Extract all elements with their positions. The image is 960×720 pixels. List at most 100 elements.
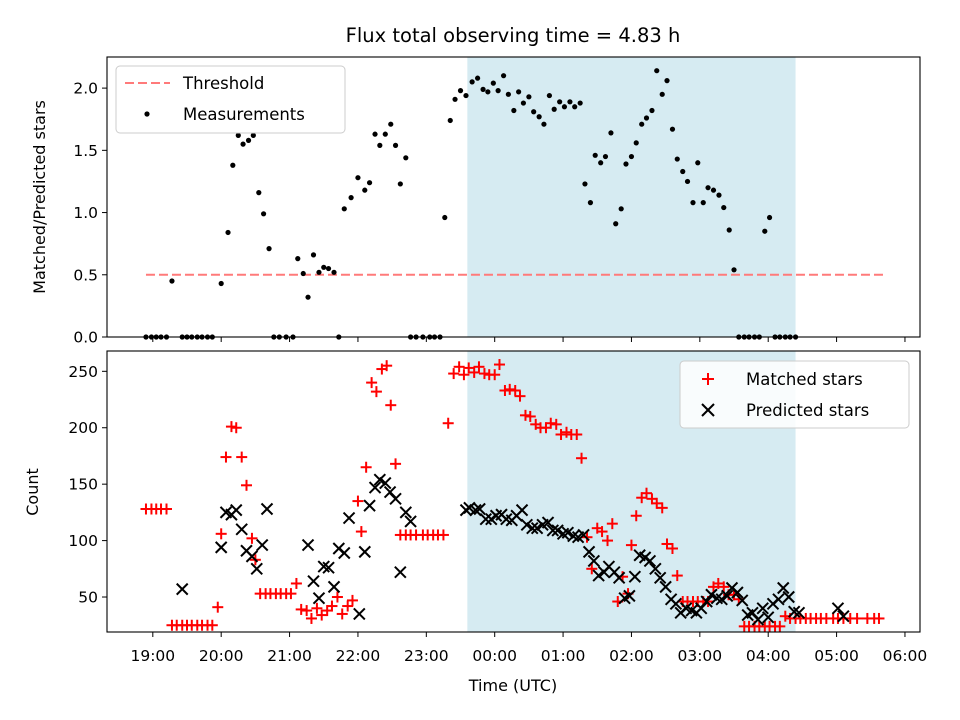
measurements-point [557,99,563,105]
measurements-point [690,200,696,206]
matched-stars-point [301,605,313,617]
predicted-stars-point [731,586,744,599]
predicted-stars-point [530,521,544,535]
x-tick-label: 19:00 [130,647,175,665]
predicted-stars-point [831,602,845,615]
measurements-point [341,206,347,212]
measurements-point [316,269,322,275]
x-tick-label: 03:00 [677,647,722,665]
predicted-stars-point [473,502,486,516]
predicted-stars-point [653,571,667,585]
measurements-point [480,86,486,92]
predicted-stars-point [546,524,560,537]
predicted-stars-point [551,524,564,537]
predicted-stars-point [700,595,713,608]
matched-stars-point [160,503,172,515]
measurements-point [355,175,361,181]
matched-stars-point [366,377,378,389]
matched-stars-point [671,570,683,582]
matched-stars-point [240,479,252,491]
y-tick-label: 0.5 [73,266,98,284]
predicted-stars-point [751,613,765,626]
predicted-stars-point [792,606,806,620]
matched-stars-point [442,417,454,429]
matched-stars-point [560,426,572,438]
predicted-stars-point [649,562,662,576]
predicted-stars-point [561,526,575,539]
predicted-stars-point [515,503,529,517]
matched-stars-point [602,535,614,547]
observing-window-span-top [467,57,796,337]
measurements-point [372,131,378,137]
matched-stars-point [236,451,248,463]
predicted-stars-point [301,538,315,552]
top-legend: Threshold Measurements [115,65,346,134]
predicted-stars-point [582,545,596,559]
matched-stars-point [326,600,338,612]
measurements-point [654,68,660,74]
matched-stars-point [571,429,583,441]
predicted-stars-point [669,597,683,610]
measurements-point [495,88,501,94]
legend-measurements-swatch [144,111,150,117]
predicted-stars-point [389,492,402,506]
legend-measurements-label: Measurements [183,105,305,124]
measurements-point [169,278,175,284]
predicted-stars-point [342,511,356,525]
y-tick-label: 150 [68,476,98,494]
measurements-point [240,141,246,147]
measurements-point [731,267,737,273]
measurements-point [618,206,624,212]
measurements-point [382,131,388,137]
predicted-stars-point [715,593,728,606]
y-tick-label: 1.5 [73,142,98,160]
matched-stars-point [206,619,218,631]
measurements-point [256,190,262,196]
bottom-y-axis-label: Count [23,468,42,516]
measurements-point [710,187,717,193]
matched-stars-point [596,526,608,538]
bottom-y-ticks: 50 100 150 200 250 [68,363,107,607]
predicted-stars-point [404,515,417,528]
top-y-axis-label: Matched/Predicted stars [30,100,49,294]
predicted-stars-point [469,503,482,517]
predicted-stars-point [526,521,539,535]
predicted-stars-point [720,589,734,603]
matched-stars-point [524,410,536,422]
measurements-point [572,104,578,110]
matched-stars-point [311,602,323,614]
measurements-point [567,99,573,105]
matched-stars-point [774,620,786,632]
predicted-stars-point [235,523,248,536]
predicted-stars-point [556,527,570,541]
chart-title: Flux total observing time = 4.83 h [346,24,681,47]
measurements-point [669,126,676,132]
x-tick-label: 00:00 [472,647,517,665]
measurements-point [633,140,639,146]
x-tick-label: 04:00 [746,647,791,665]
measurements-point [321,264,327,270]
measurements-point [680,168,686,175]
measurements-point [705,185,711,191]
predicted-stars-point [394,565,407,579]
matched-stars-point [630,510,642,522]
matched-stars-point [606,518,618,530]
measurements-point [485,89,491,95]
predicted-stars-point [705,588,718,601]
measurements-point [598,160,604,166]
measurements-point [602,153,609,160]
measurements-point [516,89,522,95]
predicted-stars-point [322,561,335,574]
legend-matched-swatch [702,373,714,385]
predicted-stars-point [756,602,769,615]
measurements-point [218,280,224,287]
measurements-point [592,152,598,158]
measurements-point [457,88,464,94]
legend-predicted-label: Predicted stars [746,401,869,420]
matched-stars-point [352,495,364,507]
matched-stars-point [625,539,637,551]
measurements-point [325,265,332,272]
matched-stars-point [473,361,485,373]
legend-predicted-swatch [701,403,715,417]
